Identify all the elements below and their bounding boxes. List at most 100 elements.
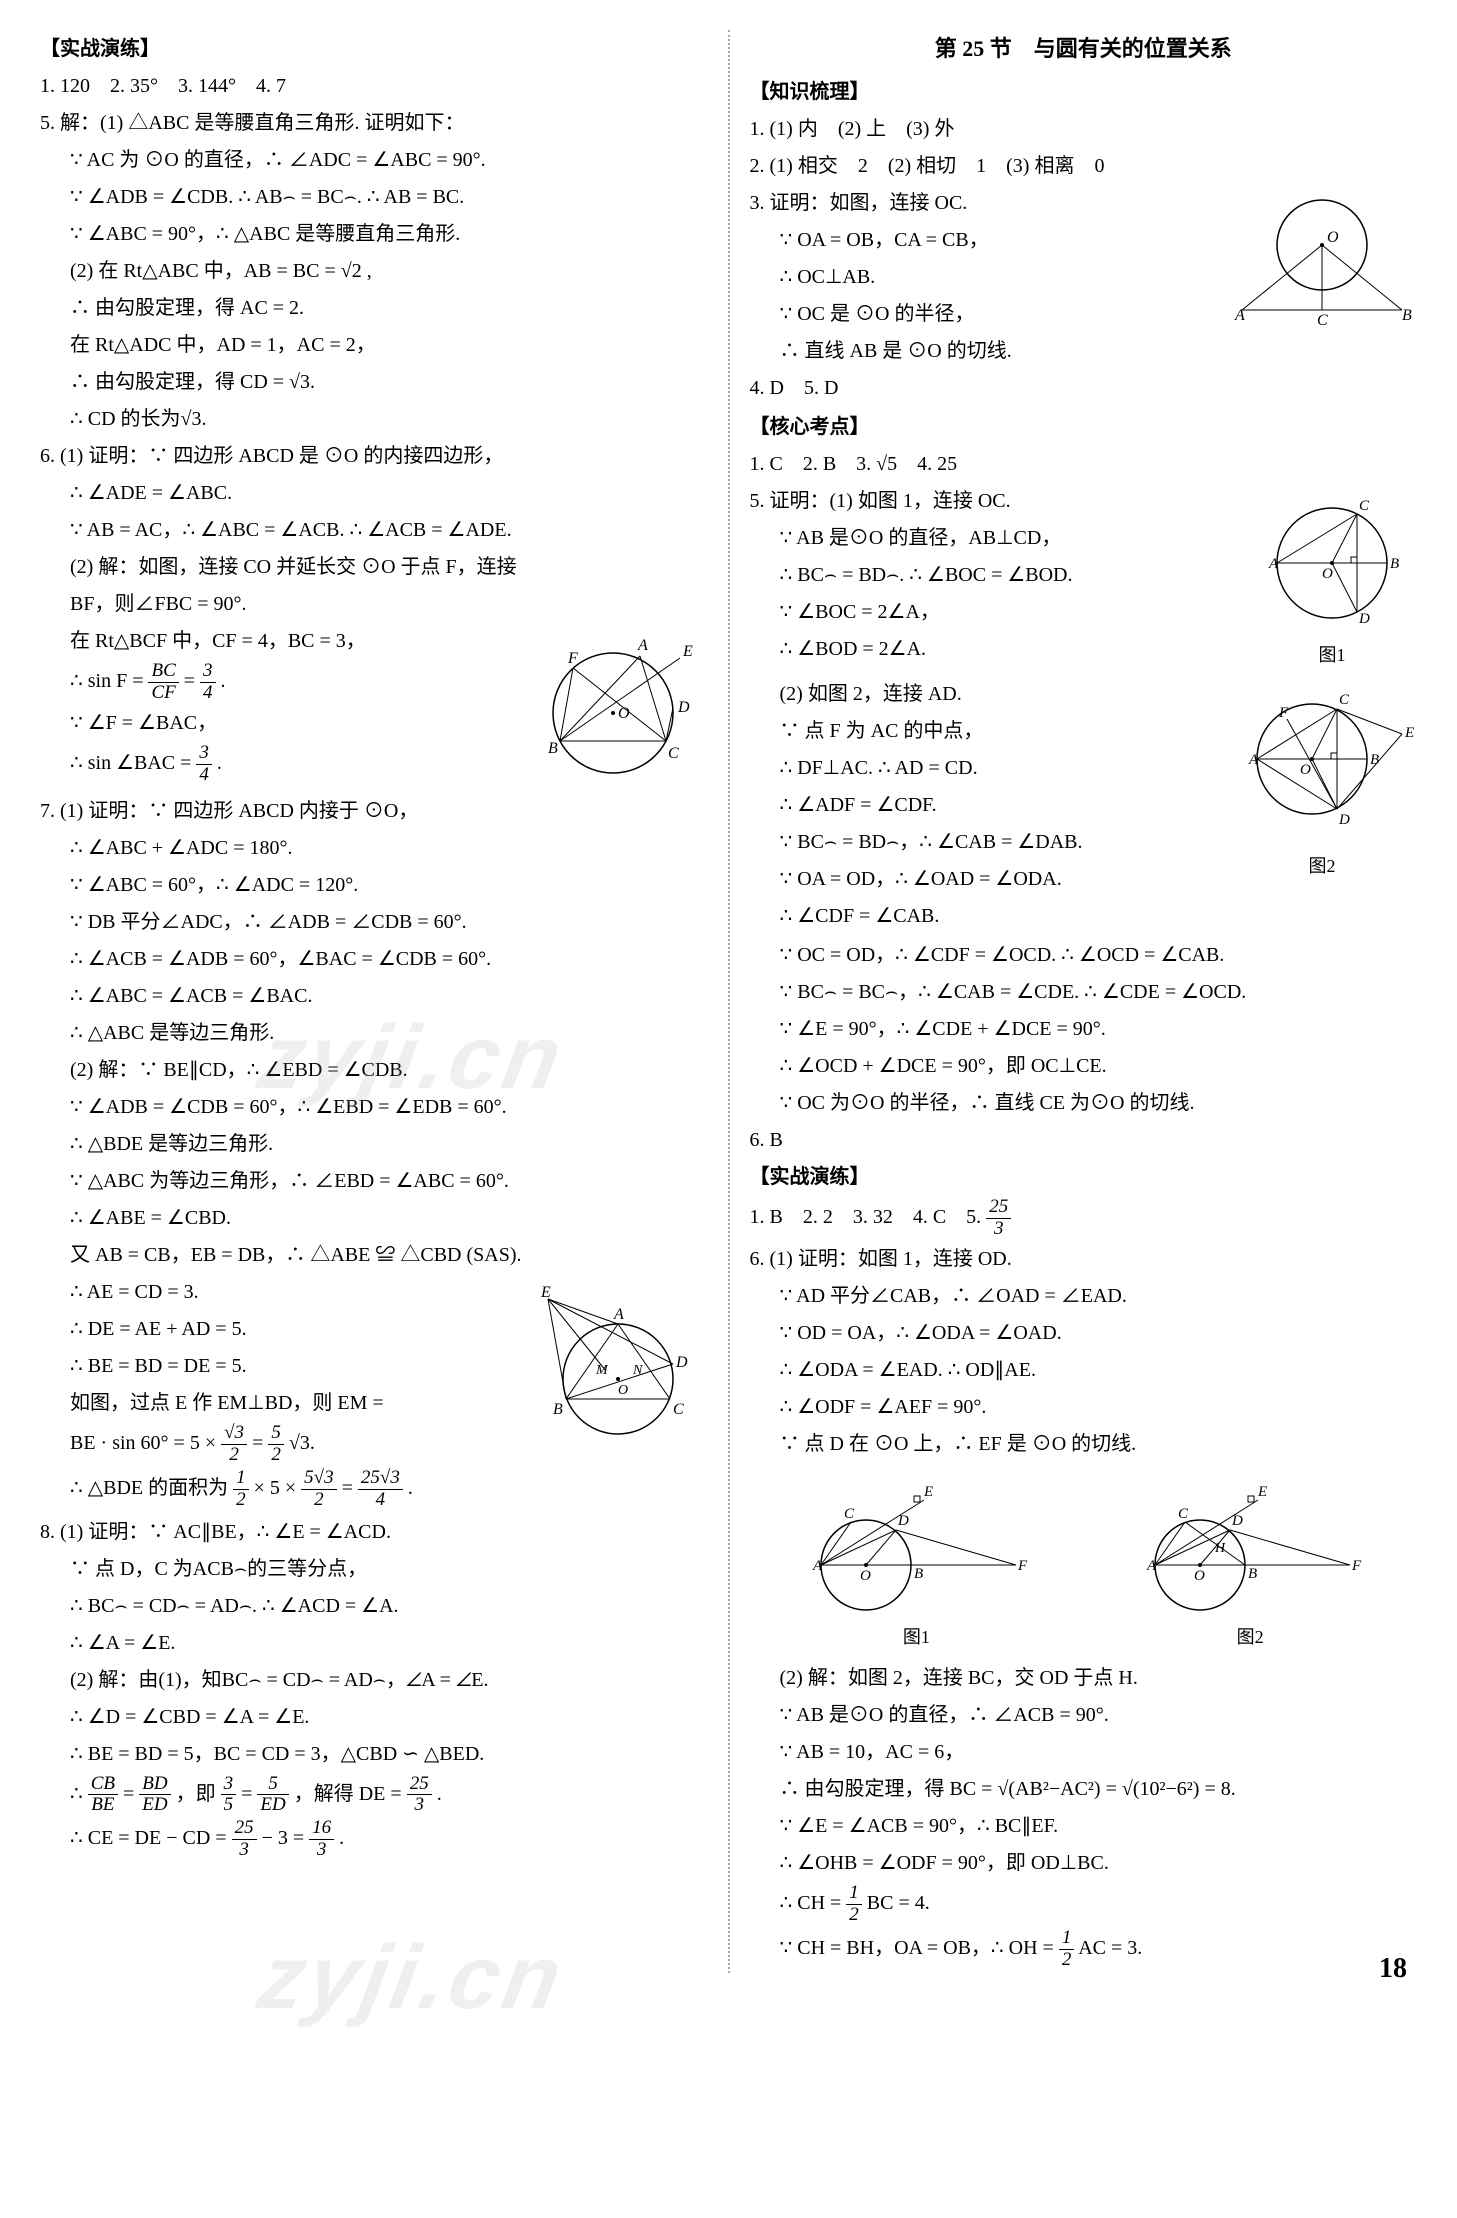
column-divider bbox=[728, 30, 730, 1973]
text-line: ∵ △ABC 为等边三角形，∴ ∠EBD = ∠ABC = 60°. bbox=[40, 1164, 708, 1199]
text-line: ∵ OC = OD，∴ ∠CDF = ∠OCD. ∴ ∠OCD = ∠CAB. bbox=[750, 938, 1418, 973]
svg-text:D: D bbox=[675, 1354, 688, 1371]
page-container: 【实战演练】 1. 120 2. 35° 3. 144° 4. 7 5. 解：(… bbox=[40, 30, 1417, 1973]
svg-text:M: M bbox=[595, 1363, 609, 1378]
svg-text:O: O bbox=[618, 705, 630, 722]
svg-text:A: A bbox=[1248, 752, 1259, 768]
text-line: ∴ ∠D = ∠CBD = ∠A = ∠E. bbox=[40, 1700, 708, 1735]
text-line: 5. 解：(1) △ABC 是等腰直角三角形. 证明如下： bbox=[40, 106, 708, 141]
svg-text:C: C bbox=[668, 745, 679, 762]
text-line: ∵ ∠E = 90°，∴ ∠CDE + ∠DCE = 90°. bbox=[750, 1012, 1418, 1047]
svg-text:O: O bbox=[1322, 566, 1333, 582]
figure-row: A B C D E F O 图1 bbox=[750, 1470, 1418, 1654]
text-line: 在 Rt△ADC 中，AD = 1，AC = 2， bbox=[40, 328, 708, 363]
svg-text:B: B bbox=[1402, 307, 1412, 324]
text-line: ∴ CD 的长为√3. bbox=[40, 402, 708, 437]
svg-text:D: D bbox=[1338, 812, 1350, 828]
text-line: ∵ ∠ABC = 60°，∴ ∠ADC = 120°. bbox=[40, 868, 708, 903]
svg-text:E: E bbox=[1257, 1484, 1267, 1500]
svg-text:B: B bbox=[553, 1401, 563, 1418]
svg-text:B: B bbox=[1248, 1566, 1257, 1582]
svg-text:O: O bbox=[1327, 229, 1339, 246]
text-line: (2) 在 Rt△ABC 中，AB = BC = √2 , bbox=[40, 254, 708, 289]
svg-text:A: A bbox=[812, 1558, 823, 1574]
svg-text:B: B bbox=[914, 1566, 923, 1582]
text-line: (2) 解：∵ BE∥CD，∴ ∠EBD = ∠CDB. bbox=[40, 1053, 708, 1088]
text-line: ∵ AB = AC，∴ ∠ABC = ∠ACB. ∴ ∠ACB = ∠ADE. bbox=[40, 513, 708, 548]
svg-text:A: A bbox=[1268, 556, 1279, 572]
text-line: ∵ ∠ADB = ∠CDB = 60°，∴ ∠EBD = ∠EDB = 60°. bbox=[40, 1090, 708, 1125]
svg-text:C: C bbox=[1339, 692, 1350, 708]
right-column: 第 25 节 与圆有关的位置关系 【知识梳理】 1. (1) 内 (2) 上 (… bbox=[750, 30, 1418, 1973]
svg-text:B: B bbox=[1370, 752, 1379, 768]
text-line: 7. (1) 证明：∵ 四边形 ABCD 内接于 ⊙O， bbox=[40, 794, 708, 829]
text-line: ∴ BE = BD = 5，BC = CD = 3，△CBD ∽ △BED. bbox=[40, 1737, 708, 1772]
svg-text:E: E bbox=[1404, 725, 1414, 741]
svg-text:C: C bbox=[1359, 498, 1370, 514]
text-line: ∵ AB = 10，AC = 6， bbox=[750, 1735, 1418, 1770]
text-line: 1. (1) 内 (2) 上 (3) 外 bbox=[750, 112, 1418, 147]
svg-text:F: F bbox=[1351, 1558, 1362, 1574]
text-line: ∵ ∠ABC = 90°，∴ △ABC 是等腰直角三角形. bbox=[40, 217, 708, 252]
text-line: ∴ ∠OCD + ∠DCE = 90°，即 OC⊥CE. bbox=[750, 1049, 1418, 1084]
text-line: ∴ △ABC 是等边三角形. bbox=[40, 1016, 708, 1051]
text-line: 4. D 5. D bbox=[750, 371, 1418, 406]
text-line: ∵ AC 为 ⊙O 的直径，∴ ∠ADC = ∠ABC = 90°. bbox=[40, 143, 708, 178]
section-head: 【知识梳理】 bbox=[750, 75, 1418, 110]
figure-c2: A B C D E F O 图2 bbox=[1227, 679, 1417, 883]
svg-text:C: C bbox=[1317, 312, 1328, 329]
text-line: ∴ ∠ADE = ∠ABC. bbox=[40, 476, 708, 511]
text-line: ∵ 点 D 在 ⊙O 上，∴ EF 是 ⊙O 的切线. bbox=[750, 1427, 1418, 1462]
svg-text:C: C bbox=[1178, 1506, 1189, 1522]
text-line: 又 AB = CB，EB = DB，∴ △ABE ≌ △CBD (SAS). bbox=[40, 1238, 708, 1273]
text-line: ∴ 直线 AB 是 ⊙O 的切线. bbox=[750, 334, 1418, 369]
text-line: ∴ ∠ABC + ∠ADC = 180°. bbox=[40, 831, 708, 866]
figure-q7: E A D C B M N O bbox=[508, 1279, 708, 1449]
svg-text:E: E bbox=[682, 643, 693, 660]
svg-text:H: H bbox=[1214, 1541, 1226, 1556]
text-line: ∴ CH = 12 BC = 4. bbox=[750, 1883, 1418, 1926]
text-line: ∴ CE = DE − CD = 253 − 3 = 163 . bbox=[40, 1818, 708, 1861]
svg-text:O: O bbox=[618, 1383, 628, 1398]
svg-text:C: C bbox=[673, 1401, 684, 1418]
svg-text:N: N bbox=[632, 1363, 643, 1378]
text-line: ∵ OD = OA，∴ ∠ODA = ∠OAD. bbox=[750, 1316, 1418, 1351]
text-line: ∴ △BDE 的面积为 12 × 5 × 5√32 = 25√34 . bbox=[40, 1468, 708, 1511]
section-head: 【实战演练】 bbox=[40, 32, 708, 67]
svg-text:D: D bbox=[677, 699, 690, 716]
svg-text:A: A bbox=[613, 1306, 624, 1323]
text-line: ∴ ∠ABC = ∠ACB = ∠BAC. bbox=[40, 979, 708, 1014]
text-line: 6. (1) 证明：∵ 四边形 ABCD 是 ⊙O 的内接四边形， bbox=[40, 439, 708, 474]
text-line: ∴ △BDE 是等边三角形. bbox=[40, 1127, 708, 1162]
svg-text:B: B bbox=[1390, 556, 1399, 572]
text-line: 2. (1) 相交 2 (2) 相切 1 (3) 相离 0 bbox=[750, 149, 1418, 184]
section-title: 第 25 节 与圆有关的位置关系 bbox=[750, 30, 1418, 69]
text-line: ∴ ∠OHB = ∠ODF = 90°，即 OD⊥BC. bbox=[750, 1846, 1418, 1881]
text-line: ∴ CBBE = BDED ，即 35 = 5ED ，解得 DE = 253 . bbox=[40, 1774, 708, 1817]
svg-text:F: F bbox=[567, 650, 578, 667]
text-line: (2) 解：由(1)，知BC⌢ = CD⌢ = AD⌢，∠A = ∠E. bbox=[40, 1663, 708, 1698]
text-line: ∴ ∠ABE = ∠CBD. bbox=[40, 1201, 708, 1236]
text-line: ∴ 由勾股定理，得 AC = 2. bbox=[40, 291, 708, 326]
figure-p1: A B C D E F O 图1 bbox=[796, 1470, 1036, 1654]
svg-text:D: D bbox=[897, 1513, 909, 1529]
text-line: ∵ AB 是⊙O 的直径，∴ ∠ACB = 90°. bbox=[750, 1698, 1418, 1733]
svg-text:E: E bbox=[540, 1284, 551, 1301]
svg-text:F: F bbox=[1017, 1558, 1028, 1574]
left-column: 【实战演练】 1. 120 2. 35° 3. 144° 4. 7 5. 解：(… bbox=[40, 30, 708, 1973]
svg-text:O: O bbox=[1300, 762, 1311, 778]
svg-text:D: D bbox=[1358, 611, 1370, 627]
text-line: BF，则∠FBC = 90°. bbox=[40, 587, 708, 622]
text-line: ∵ ∠E = ∠ACB = 90°，∴ BC∥EF. bbox=[750, 1809, 1418, 1844]
answer-line: 1. 120 2. 35° 3. 144° 4. 7 bbox=[40, 69, 708, 104]
text-line: ∴ ∠ODA = ∠EAD. ∴ OD∥AE. bbox=[750, 1353, 1418, 1388]
text-line: ∴ ∠ACB = ∠ADB = 60°，∠BAC = ∠CDB = 60°. bbox=[40, 942, 708, 977]
svg-text:B: B bbox=[548, 740, 558, 757]
text-line: 8. (1) 证明：∵ AC∥BE，∴ ∠E = ∠ACD. bbox=[40, 1515, 708, 1550]
figure-p2: A B C D E F H O 图2 bbox=[1130, 1470, 1370, 1654]
svg-text:A: A bbox=[1146, 1558, 1157, 1574]
text-line: 6. B bbox=[750, 1123, 1418, 1158]
figure-k3: A B C O bbox=[1227, 190, 1417, 330]
text-line: (2) 解：如图，连接 CO 并延长交 ⊙O 于点 F，连接 bbox=[40, 550, 708, 585]
svg-text:O: O bbox=[1194, 1568, 1205, 1584]
